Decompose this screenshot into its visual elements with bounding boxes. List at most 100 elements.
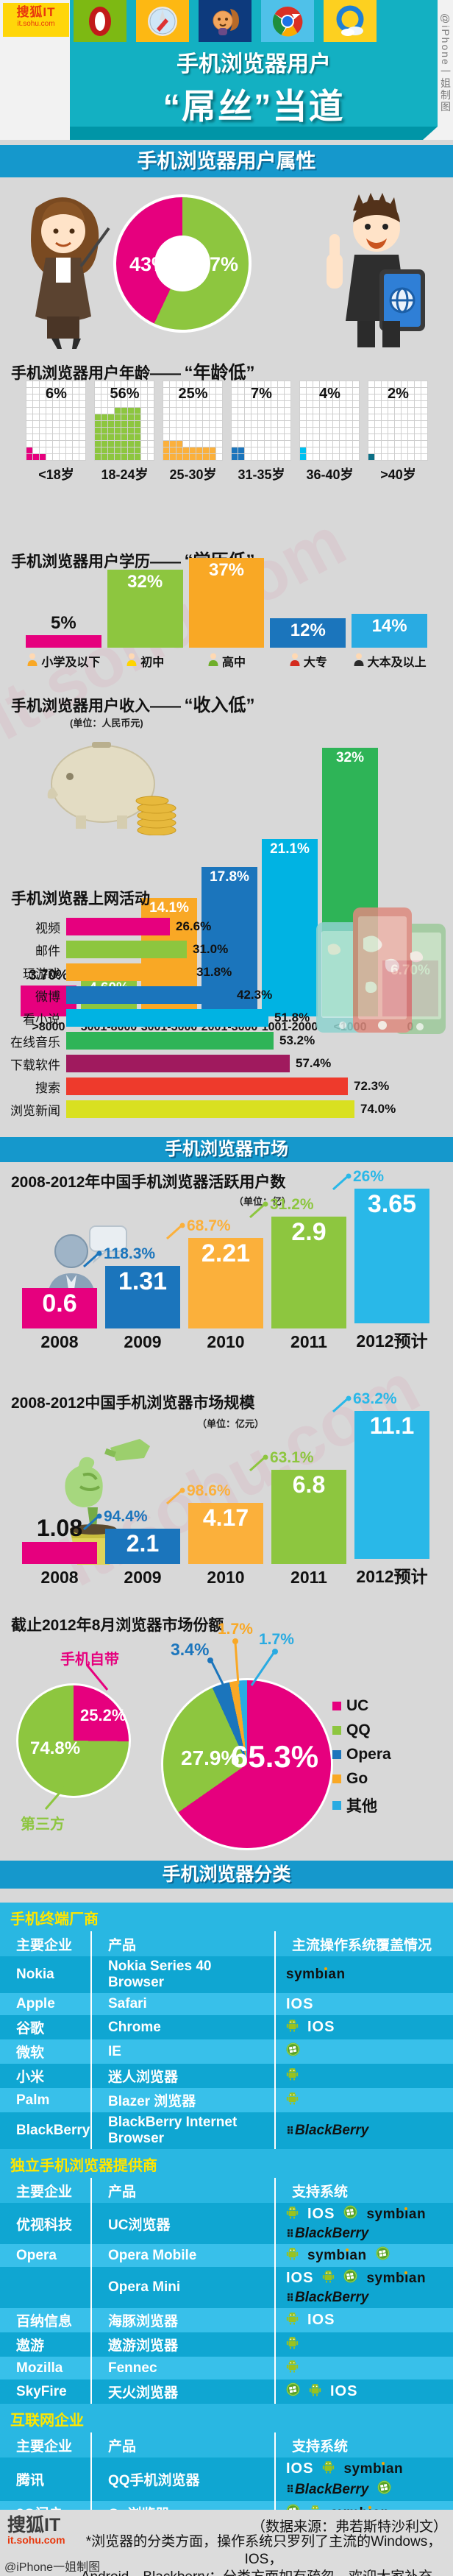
bar-category-label: 初中 xyxy=(126,652,164,670)
waffle-cell xyxy=(306,387,313,394)
waffle-cell xyxy=(94,381,101,388)
os-support-cell xyxy=(276,2089,453,2112)
waffle-cell xyxy=(374,414,382,421)
waffle-cell xyxy=(238,434,245,441)
ios-logo: IOS xyxy=(286,2270,314,2286)
year-bar: 6.8 63.1% xyxy=(249,1449,346,1564)
waffle-cell xyxy=(251,427,258,434)
activity-row: 邮件 31.0% xyxy=(0,941,453,958)
waffle-cell xyxy=(368,407,375,414)
footer-data-source: （数据来源：弗若斯特沙利文） xyxy=(251,2519,447,2535)
waffle-cell xyxy=(381,381,388,388)
waffle-cell xyxy=(121,394,128,401)
activity-bar xyxy=(66,1100,354,1118)
waffle-cell xyxy=(163,434,170,441)
waffle-cell xyxy=(163,453,170,461)
waffle-cell xyxy=(339,394,346,401)
legend-label: 其他 xyxy=(346,1798,377,1815)
waffle-cell xyxy=(32,420,40,428)
waffle-cell xyxy=(72,453,79,461)
waffle-cell xyxy=(299,420,307,428)
growth-label: 118.3% xyxy=(83,1245,155,1267)
waffle-cell xyxy=(319,440,327,447)
waffle-cell xyxy=(46,387,53,394)
sohu-logo-url: it.sohu.com xyxy=(17,19,55,28)
waffle-cell xyxy=(140,440,148,447)
waffle-cell xyxy=(277,447,285,454)
waffle-cell xyxy=(421,434,428,441)
waffle-cell xyxy=(176,414,183,421)
waffle-cell xyxy=(107,387,115,394)
waffle-cell xyxy=(59,400,66,408)
activity-value-label: 51.8% xyxy=(274,1011,310,1025)
waffle-cell xyxy=(388,427,395,434)
waffle-cell xyxy=(388,387,395,394)
waffle-cell xyxy=(374,400,382,408)
waffle-cell xyxy=(101,420,108,428)
waffle-cell xyxy=(368,434,375,441)
waffle-cell xyxy=(244,407,252,414)
table-row: Opera Opera Mobile symbian xyxy=(0,2244,453,2267)
waffle-cell xyxy=(169,427,176,434)
users-chart-unit: （单位：亿） xyxy=(234,1196,292,1207)
legend-item-Opera: Opera xyxy=(332,1746,391,1763)
waffle-cell xyxy=(215,420,223,428)
waffle-cell xyxy=(72,381,79,388)
growth-label: 63.1% xyxy=(249,1449,314,1471)
waffle-cell xyxy=(368,453,375,461)
waffle-cell xyxy=(39,427,46,434)
waffle-cell xyxy=(209,387,216,394)
waffle-cell xyxy=(319,381,327,388)
大本及以上-column: 14% 大本及以上 xyxy=(352,614,427,670)
waffle-cell xyxy=(196,434,203,441)
share-title-text: 截止2012年8月浏览器市场份额 xyxy=(11,1617,224,1634)
waffle-cell xyxy=(332,427,340,434)
waffle-cell xyxy=(264,414,271,421)
product-cell: Opera Mobile xyxy=(92,2244,276,2267)
waffle-cell xyxy=(52,407,60,414)
symbian-logo: symbian xyxy=(366,2206,427,2222)
waffle-cell xyxy=(332,447,340,454)
waffle-cell xyxy=(182,414,190,421)
os-support-cell: symbian xyxy=(276,2244,453,2267)
os-support-cell xyxy=(276,2357,453,2379)
year-bar-value: 2.9 xyxy=(291,1218,327,1246)
ios-logo: IOS xyxy=(286,2460,314,2477)
waffle-cell xyxy=(121,434,128,441)
company-cell: Opera xyxy=(0,2244,92,2267)
waffle-cell xyxy=(326,453,333,461)
share-legend: UC QQ Opera Go 其他 xyxy=(332,1697,391,1816)
waffle-cell xyxy=(251,453,258,461)
year-column: 2.1 94.4% 2009 xyxy=(83,1508,180,1588)
android-icon xyxy=(322,2269,335,2287)
waffle-cell xyxy=(32,387,40,394)
waffle-cell xyxy=(189,434,196,441)
初中-column: 32% 初中 xyxy=(107,570,183,670)
waffle-cell xyxy=(346,414,353,421)
waffle-cell xyxy=(284,420,291,428)
waffle-cell xyxy=(264,440,271,447)
bar-value-label: 32% xyxy=(335,750,365,765)
product-cell: QQ手机浏览器 xyxy=(92,2458,276,2501)
waffle-cell xyxy=(284,447,291,454)
primary-student-icon xyxy=(26,653,38,670)
waffle-cell xyxy=(368,440,375,447)
age-heading-prefix: 手机浏览器用户年龄—— xyxy=(11,365,181,382)
waffle-cell xyxy=(319,427,327,434)
waffle-cell xyxy=(319,387,327,394)
waffle-cell xyxy=(26,381,33,388)
waffle-cell xyxy=(147,453,154,461)
company-cell: 微软 xyxy=(0,2039,92,2064)
waffle-cell xyxy=(169,387,176,394)
bar-value-label: 12% xyxy=(290,620,326,640)
waffle-cell xyxy=(59,381,66,388)
waffle-cell xyxy=(414,394,421,401)
waffle-cell xyxy=(238,447,245,454)
waffle-cell xyxy=(163,387,170,394)
waffle-cell xyxy=(94,453,101,461)
activity-row: 看小说 51.8% xyxy=(0,1009,453,1027)
waffle-cell xyxy=(39,394,46,401)
company-cell: 小米 xyxy=(0,2064,92,2088)
legend-swatch xyxy=(332,1750,341,1759)
